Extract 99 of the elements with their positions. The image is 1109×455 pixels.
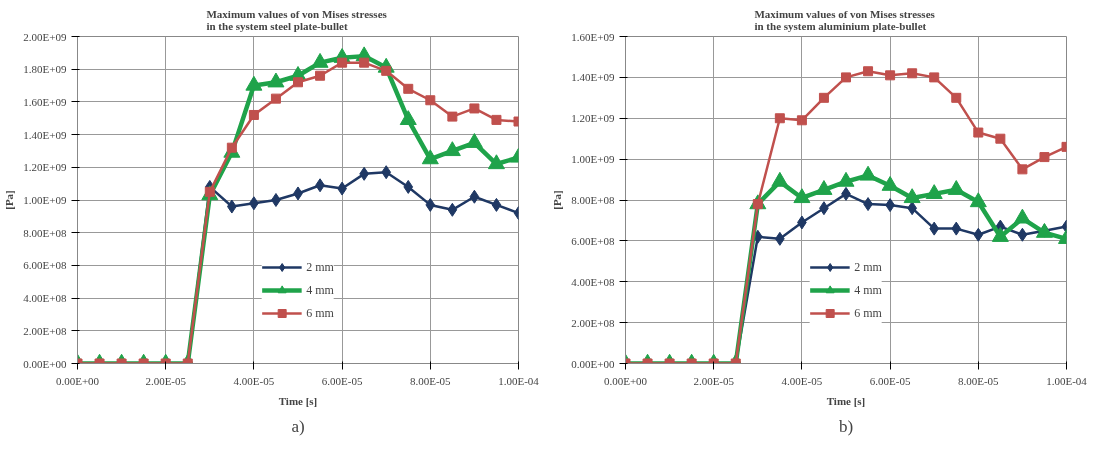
y-tick-label: 8.00E+08 [571, 194, 615, 206]
y-tick-label: 2.00E+08 [23, 324, 67, 337]
x-axis-title: Time [s] [826, 394, 866, 407]
point [425, 95, 436, 106]
point [491, 114, 502, 125]
point [947, 180, 965, 195]
y-tick-label: 0.00E+00 [571, 357, 615, 370]
y-tick-label: 1.60E+09 [23, 95, 67, 108]
y-tick-label: 1.80E+09 [23, 63, 67, 76]
x-axis-title: Time [s] [278, 394, 318, 407]
point [443, 141, 461, 157]
point [951, 221, 962, 236]
point [1013, 208, 1031, 224]
chart-title: Maximum values of von Mises stresses in the system aluminium plate-bullet [754, 7, 936, 32]
x-tick-label: 2.00E-05 [145, 374, 187, 387]
y-tick-label: 1.40E+09 [23, 128, 67, 141]
point [1017, 227, 1028, 242]
point [315, 70, 326, 81]
y-tick-label: 4.00E+08 [571, 275, 615, 288]
x-tick-label: 0.00E+00 [55, 374, 100, 387]
point [929, 72, 940, 83]
point [403, 179, 414, 194]
x-tick-label: 1.00E-04 [498, 374, 540, 387]
point [969, 192, 987, 208]
y-tick-label: 6.00E+08 [23, 259, 67, 272]
point [447, 111, 458, 122]
point [771, 171, 789, 187]
x-tick-label: 2.00E-05 [693, 374, 735, 387]
y-tick-label: 1.00E+09 [23, 194, 67, 206]
point [907, 68, 918, 79]
y-tick-label: 1.60E+09 [571, 30, 615, 43]
point [1039, 152, 1050, 163]
text: a) [291, 416, 305, 436]
point [381, 165, 392, 180]
point [1017, 164, 1028, 175]
point [465, 133, 483, 148]
point [925, 184, 943, 199]
chart-title: Maximum values of von Mises stresses in the system steel plate-bullet [206, 7, 388, 32]
y-tick-label: 6.00E+08 [571, 234, 615, 247]
point [863, 66, 874, 77]
y-tick-label: 1.00E+09 [571, 153, 615, 166]
point [248, 109, 259, 120]
legend-label: 2 mm [306, 259, 334, 275]
point [487, 154, 505, 170]
y-axis-title: [Pa] [3, 190, 16, 210]
point [951, 92, 962, 103]
point [881, 175, 899, 191]
point [399, 110, 417, 125]
point [903, 188, 921, 204]
y-tick-label: 0.00E+00 [23, 357, 67, 370]
x-tick-label: 0.00E+00 [603, 374, 648, 387]
point [271, 193, 281, 207]
y-tick-label: 1.20E+09 [23, 161, 67, 174]
point [929, 221, 940, 236]
point [403, 83, 414, 94]
point [841, 72, 851, 83]
point [359, 57, 370, 68]
text: b) [838, 416, 854, 436]
point [796, 115, 807, 126]
x-tick-label: 8.00E-05 [409, 374, 452, 387]
point [995, 133, 1006, 144]
y-tick-label: 2.00E+09 [23, 30, 67, 43]
y-tick-label: 1.40E+09 [571, 71, 615, 84]
x-tick-label: 8.00E-05 [957, 374, 1000, 387]
point [885, 70, 896, 81]
point [421, 149, 439, 165]
point [293, 77, 303, 88]
point [837, 171, 855, 187]
y-tick-label: 2.00E+08 [571, 316, 615, 329]
x-tick-label: 1.00E-04 [1046, 374, 1088, 387]
y-tick-label: 8.00E+08 [23, 226, 67, 239]
legend-label: 4 mm [854, 282, 882, 298]
point [793, 188, 811, 204]
point [973, 227, 984, 242]
x-tick-label: 4.00E-05 [233, 374, 275, 387]
legend-label: 2 mm [854, 259, 882, 275]
x-tick-label: 4.00E-05 [781, 374, 823, 387]
point [425, 197, 436, 212]
point [774, 113, 785, 124]
point [491, 197, 502, 212]
y-axis-title: [Pa] [551, 190, 564, 210]
point [270, 93, 281, 104]
legend-label: 6 mm [854, 305, 882, 321]
point [469, 189, 480, 204]
point [1035, 222, 1053, 238]
point [447, 202, 458, 217]
point [815, 180, 833, 195]
point [859, 165, 877, 181]
legend-label: 6 mm [306, 305, 334, 321]
x-tick-label: 6.00E-05 [869, 374, 911, 387]
y-tick-label: 4.00E+08 [23, 292, 67, 305]
point [818, 92, 829, 103]
point [991, 227, 1009, 242]
x-tick-label: 6.00E-05 [321, 374, 363, 387]
point [337, 57, 348, 68]
point [469, 103, 480, 114]
point [973, 127, 984, 138]
legend-label: 4 mm [306, 282, 334, 298]
y-tick-label: 1.20E+09 [571, 112, 615, 125]
